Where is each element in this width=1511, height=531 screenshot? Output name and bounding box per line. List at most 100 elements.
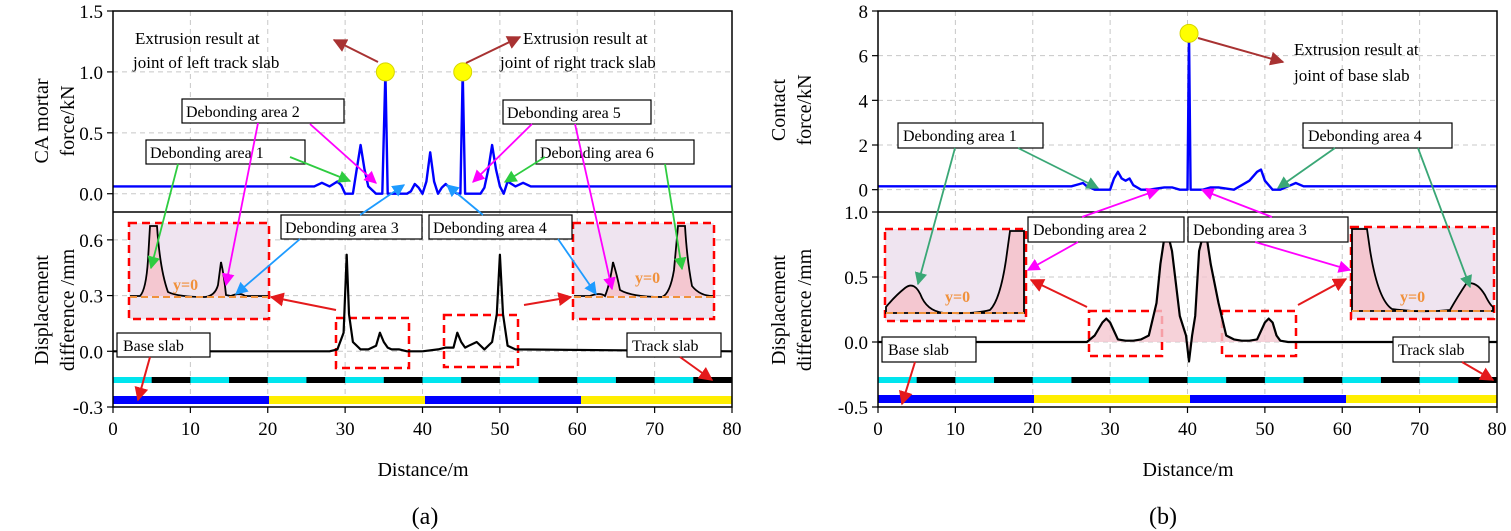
panel-a-slabs — [113, 377, 732, 404]
base-slab-segment — [581, 396, 732, 404]
y-axis-label-bottom: difference /mm — [794, 248, 816, 371]
label-box-text: Debonding area 1 — [150, 145, 264, 162]
annotation-arrow — [1197, 37, 1285, 66]
annotation-text: Extrusion result at — [1294, 40, 1419, 59]
x-tick-label: 40 — [413, 419, 432, 440]
y-tick-label: 6 — [859, 47, 869, 68]
extrusion-marker — [453, 62, 473, 82]
y-tick-label: -0.5 — [838, 398, 868, 419]
y-tick-label: 8 — [859, 2, 869, 23]
label-box: Base slab — [881, 336, 977, 363]
track-slab-joint — [229, 377, 268, 383]
track-slab-joint — [994, 377, 1033, 383]
track-slab-joint — [1226, 377, 1265, 383]
panel-a-bottom-series — [113, 253, 733, 353]
label-box: Debonding area 3 — [280, 214, 423, 240]
base-slab-segment — [269, 396, 425, 404]
y-tick-label: 0.5 — [844, 268, 868, 289]
pointer-arrows — [134, 122, 714, 402]
y-axis-label-top: force/kN — [57, 85, 79, 156]
y0-label: y=0 — [1400, 289, 1425, 306]
annotation-text: joint of left track slab — [132, 53, 279, 72]
x-tick-label: 0 — [873, 419, 883, 440]
panel-b-frame — [877, 10, 1498, 408]
label-box: Debonding area 4 — [428, 214, 573, 240]
track-slab-joint — [1303, 377, 1343, 383]
y-tick-label: 0.0 — [79, 185, 103, 206]
track-slab-joint — [306, 377, 346, 383]
label-box-text: Debonding area 2 — [1033, 222, 1147, 239]
track-slab-joint — [916, 377, 956, 383]
base-slab-segment — [878, 395, 1034, 403]
extrusion-marker — [375, 62, 395, 82]
panel-a-frame — [112, 10, 733, 408]
track-slab-joints — [916, 377, 1497, 383]
extrusion-marker — [1179, 23, 1199, 43]
base-slab-segment — [113, 396, 269, 404]
x-axis-label: Distance/m — [1142, 459, 1234, 481]
x-axis-label: Distance/m — [377, 459, 469, 481]
label-box-text: Debonding area 6 — [540, 145, 654, 162]
y-axis-label-top: CA mortar — [31, 78, 53, 163]
base-slab-segment — [1190, 395, 1346, 403]
label-box: Base slab — [116, 332, 211, 358]
track-slab-joint — [538, 377, 578, 383]
track-slab-joint — [693, 377, 732, 383]
label-box-text: Debonding area 5 — [507, 105, 621, 122]
label-box-text: Debonding area 3 — [1193, 222, 1307, 239]
annotation-text: joint of right track slab — [499, 53, 656, 72]
panel-a-zoom-boxes: y=0 y=0 — [127, 221, 716, 370]
highlight-box — [334, 316, 411, 370]
annotation-text: Extrusion result at — [523, 29, 648, 48]
label-box: Debonding area 3 — [1187, 216, 1349, 243]
y-tick-label: 2 — [859, 136, 869, 157]
track-slab-joint — [1071, 377, 1111, 383]
panel-a-bottom-yticks: -0.3 0.0 0.3 0.6 — [73, 231, 113, 419]
base-slab-segment — [1034, 395, 1190, 403]
y-tick-label: 0 — [859, 181, 869, 202]
y-axis-label-top: Contact — [768, 78, 790, 141]
y0-label: y=0 — [635, 270, 660, 287]
y-tick-label: -0.3 — [73, 398, 103, 419]
y0-label: y=0 — [173, 277, 198, 294]
label-box: Track slab — [1392, 336, 1490, 363]
label-box: Debonding area 2 — [181, 98, 345, 124]
x-tick-label: 20 — [258, 419, 277, 440]
label-box-text: Debonding area 2 — [186, 104, 300, 121]
label-box: Debonding area 1 — [897, 122, 1044, 149]
label-box-text: Debonding area 4 — [433, 220, 547, 237]
annotation-arrow — [332, 39, 379, 63]
y-axis-label-top: force/kN — [794, 74, 816, 145]
y0-label: y=0 — [945, 289, 970, 306]
base-slab-segment — [425, 396, 581, 404]
panel-a-xticks: 0 10 20 30 40 50 60 70 80 — [108, 407, 742, 440]
x-tick-label: 80 — [723, 419, 742, 440]
track-slab-joint — [151, 377, 191, 383]
label-box: Debonding area 2 — [1027, 216, 1185, 243]
panel-a: 0.0 0.5 1.0 1.5 -0.3 0.0 0.3 0.6 0 10 20 30 40 50 60… — [31, 2, 742, 530]
annotation-text: joint of base slab — [1293, 66, 1410, 85]
label-box: Debonding area 1 — [145, 139, 306, 165]
panel-b-top-series — [878, 23, 1497, 191]
panel-b: 0 2 4 6 8 -0.5 0.0 0.5 1.0 0 10 20 30 40 50 60 70 80 y=… — [768, 2, 1507, 530]
pointer-arrows — [899, 147, 1495, 406]
base-slab-segment — [1346, 395, 1497, 403]
label-box: Debonding area 4 — [1302, 122, 1453, 149]
label-box: Track slab — [626, 332, 722, 358]
y-tick-label: 0.5 — [79, 124, 103, 145]
label-box-text: Debonding area 4 — [1308, 128, 1422, 145]
label-box: Debonding area 5 — [502, 99, 652, 125]
y-tick-label: 0.3 — [79, 287, 103, 308]
panel-b-bottom-series — [878, 234, 1497, 363]
zoom-inset-right — [571, 221, 716, 321]
y-tick-label: 4 — [859, 91, 869, 112]
panel-label: (a) — [412, 504, 439, 530]
x-tick-label: 80 — [1488, 419, 1507, 440]
track-slab-joint — [1148, 377, 1188, 383]
label-box-text: Debonding area 1 — [903, 128, 1017, 145]
label-box: Debonding area 6 — [535, 139, 695, 165]
panel-b-slabs — [878, 377, 1497, 403]
y-tick-label: 1.5 — [79, 2, 103, 23]
label-box-text: Track slab — [1398, 342, 1465, 359]
label-box-text: Base slab — [888, 342, 949, 359]
